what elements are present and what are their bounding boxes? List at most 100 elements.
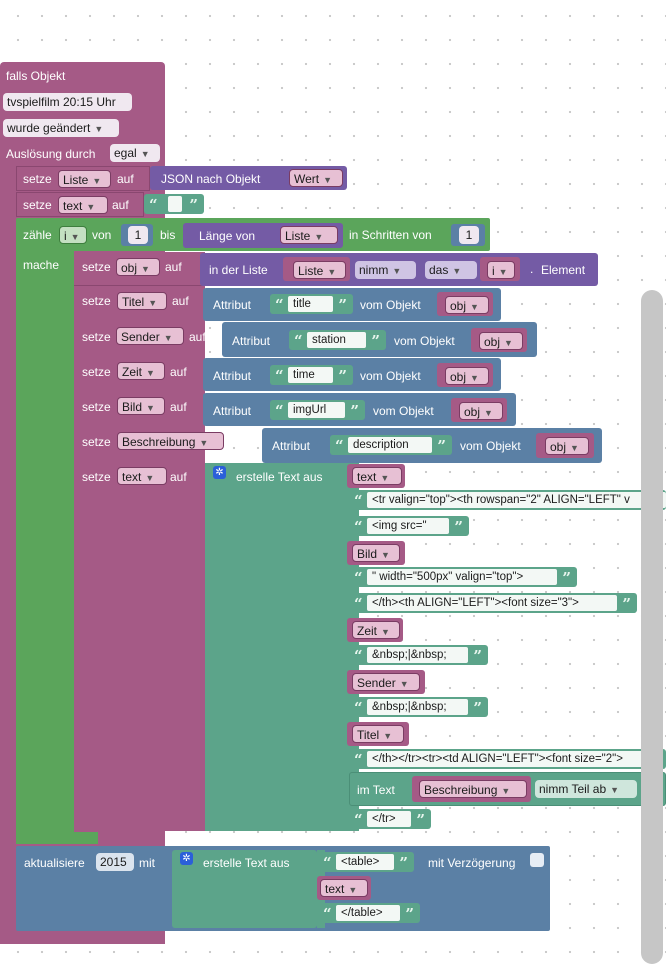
string-value[interactable]: station	[307, 332, 366, 348]
var-zeit[interactable]: Zeit ▼	[352, 621, 400, 639]
list-where-dropdown[interactable]: das ▼	[425, 261, 477, 279]
string-value[interactable]	[168, 196, 182, 212]
in-list-label: in der Liste	[209, 263, 268, 277]
from-number[interactable]: 1	[128, 226, 148, 244]
var-bild[interactable]: Bild ▼	[117, 397, 165, 415]
list-mode-dropdown[interactable]: nimm ▼	[355, 261, 416, 279]
join-string-2[interactable]: “<img src="”	[349, 516, 469, 536]
string-value[interactable]: " width="500px" valign="top">	[367, 569, 557, 585]
join-string-6[interactable]: “&nbsp;|&nbsp;”	[349, 697, 488, 717]
var-obj[interactable]: obj ▼	[445, 367, 489, 385]
var-zeit[interactable]: Zeit ▼	[117, 362, 165, 380]
var-i[interactable]: i ▼	[59, 226, 87, 244]
text-join-block[interactable]	[205, 463, 347, 831]
var-titel[interactable]: Titel ▼	[352, 725, 404, 743]
auf-label: auf	[165, 260, 182, 274]
length-label: Länge von	[199, 229, 256, 243]
chevron-down-icon: ▼	[94, 124, 104, 134]
join-string-8[interactable]: “</tr>”	[349, 809, 431, 829]
var-text[interactable]: text ▼	[352, 467, 402, 485]
join-string-3[interactable]: “" width="500px" valign="top">”	[349, 567, 577, 587]
join-string-5[interactable]: “&nbsp;|&nbsp;”	[349, 645, 488, 665]
from-number-block[interactable]: 1	[121, 224, 153, 246]
var-name: Sender	[357, 676, 396, 690]
delay-checkbox[interactable]	[530, 853, 544, 867]
var-name: obj	[121, 261, 138, 275]
join-string-7[interactable]: “</th></tr><tr><td ALIGN="LEFT"><font si…	[349, 749, 666, 769]
string-value[interactable]: &nbsp;|&nbsp;	[367, 699, 468, 715]
string-value[interactable]: </table>	[336, 905, 400, 921]
var-obj[interactable]: obj ▼	[445, 296, 489, 314]
object-id-field[interactable]: tvspielfilm 20:15 Uhr	[3, 93, 132, 111]
string-value[interactable]: title	[288, 296, 333, 312]
gear-icon[interactable]: ✲	[180, 852, 193, 865]
of-object-label: vom Objekt	[360, 369, 421, 383]
string-value[interactable]: <img src="	[367, 518, 449, 534]
var-beschreibung[interactable]: Beschreibung ▼	[117, 432, 224, 450]
join-string-4[interactable]: “</th><th ALIGN="LEFT"><font size="3">”	[349, 593, 637, 613]
chevron-down-icon: ▼	[610, 785, 620, 795]
attr-string-title[interactable]: “title”	[270, 294, 353, 314]
var-bild[interactable]: Bild ▼	[352, 544, 400, 562]
string-value[interactable]: </tr>	[367, 811, 411, 827]
var-i[interactable]: i ▼	[487, 261, 515, 279]
attr-string-imgurl[interactable]: “imgUrl”	[270, 400, 365, 420]
table-close-string[interactable]: “</table>”	[318, 903, 420, 923]
attr-string-time[interactable]: “time”	[270, 365, 353, 385]
attr-string-description[interactable]: “description”	[330, 435, 452, 455]
source-dropdown[interactable]: egal ▼	[110, 144, 160, 162]
step-number[interactable]: 1	[459, 226, 479, 244]
gear-icon[interactable]: ✲	[213, 466, 226, 479]
setze-label: setze	[82, 330, 111, 344]
var-sender[interactable]: Sender ▼	[352, 673, 420, 691]
chevron-down-icon: ▼	[399, 679, 409, 689]
var-titel[interactable]: Titel ▼	[117, 292, 167, 310]
var-liste[interactable]: Liste ▼	[280, 226, 338, 244]
var-obj[interactable]: obj ▼	[459, 402, 503, 420]
string-value[interactable]: <tr valign="top"><th rowspan="2" ALIGN="…	[367, 492, 666, 508]
string-value[interactable]: &nbsp;|&nbsp;	[367, 647, 468, 663]
table-open-string[interactable]: “<table>”	[318, 852, 414, 872]
chevron-down-icon: ▼	[86, 202, 96, 212]
step-number-block[interactable]: 1	[451, 224, 485, 246]
var-text[interactable]: text ▼	[58, 196, 108, 214]
var-liste[interactable]: Liste ▼	[58, 170, 111, 188]
chevron-down-icon: ▼	[381, 550, 390, 560]
chevron-down-icon: ▼	[141, 264, 150, 274]
vertical-scrollbar[interactable]	[641, 290, 663, 964]
string-value[interactable]: imgUrl	[288, 402, 345, 418]
var-obj[interactable]: obj ▼	[116, 258, 160, 276]
substring-mode-dropdown[interactable]: nimm Teil ab ▼	[535, 780, 637, 798]
var-wert[interactable]: Wert ▼	[289, 169, 343, 187]
auf-label: auf	[172, 294, 189, 308]
var-text[interactable]: text ▼	[117, 467, 167, 485]
var-name: obj	[464, 405, 481, 419]
empty-string-block[interactable]: “ ”	[144, 194, 204, 214]
var-name: obj	[550, 440, 567, 454]
string-value[interactable]: <table>	[336, 854, 394, 870]
string-value[interactable]: time	[288, 367, 333, 383]
var-name: obj	[450, 299, 467, 313]
join-string-1[interactable]: “<tr valign="top"><th rowspan="2" ALIGN=…	[349, 490, 666, 510]
string-value[interactable]: </th><th ALIGN="LEFT"><font size="3">	[367, 595, 617, 611]
var-liste[interactable]: Liste ▼	[293, 261, 346, 279]
condition-dropdown[interactable]: wurde geändert ▼	[3, 119, 119, 137]
var-obj[interactable]: obj ▼	[545, 437, 589, 455]
update-target-field[interactable]: 2015	[96, 853, 134, 871]
auf-label: auf	[170, 400, 187, 414]
var-sender[interactable]: Sender ▼	[116, 327, 184, 345]
string-value[interactable]: description	[348, 437, 432, 453]
var-obj[interactable]: obj ▼	[479, 332, 523, 350]
chevron-down-icon: ▼	[383, 731, 393, 741]
var-beschreibung[interactable]: Beschreibung ▼	[419, 780, 527, 798]
var-text[interactable]: text ▼	[320, 879, 368, 897]
update-text-join-block[interactable]	[172, 850, 317, 928]
element-label: Element	[541, 263, 586, 277]
attr-string-station[interactable]: “station”	[289, 330, 386, 350]
string-value[interactable]: </th></tr><tr><td ALIGN="LEFT"><font siz…	[367, 751, 662, 767]
chevron-down-icon: ▼	[145, 473, 155, 483]
source-label: Auslösung durch	[6, 147, 96, 161]
quote-close-icon: ”	[189, 196, 198, 214]
mode-text: nimm	[359, 263, 389, 277]
where-text: das	[429, 263, 449, 277]
